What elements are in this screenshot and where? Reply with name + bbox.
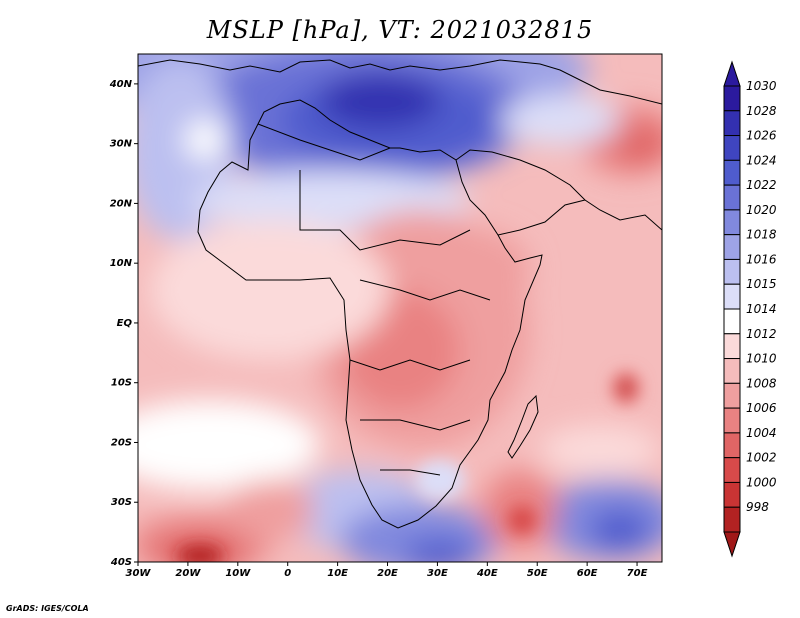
colorbar-bottom-arrow	[723, 531, 741, 558]
colorbar-label: 1014	[746, 302, 777, 316]
colorbar-label: 1016	[746, 252, 777, 266]
lat-tick-label: 20S	[111, 437, 132, 448]
colorbar-swatch	[723, 135, 741, 161]
colorbar-label: 1012	[746, 327, 777, 341]
colorbar-label: 1018	[746, 228, 777, 242]
colorbar-label: 1024	[746, 153, 777, 167]
lat-tick-label: EQ	[117, 318, 133, 329]
colorbar-swatch	[723, 358, 741, 384]
colorbar-swatch	[723, 407, 741, 434]
colorbar-top-arrow	[723, 60, 741, 87]
lon-tick-label: 40E	[476, 568, 498, 579]
lon-tick-label: 70E	[627, 568, 648, 579]
lon-tick-label: 20W	[175, 568, 201, 579]
colorbar-label: 1020	[746, 203, 777, 217]
colorbar-label: 1028	[746, 104, 777, 118]
colorbar-swatch	[723, 481, 741, 508]
colorbar-swatch	[723, 308, 741, 335]
lon-tick-label: 20E	[377, 568, 398, 579]
lat-tick-label: 30S	[111, 497, 132, 508]
colorbar-swatch	[723, 184, 741, 211]
colorbar-label: 998	[746, 500, 769, 514]
colorbar-swatch	[723, 457, 741, 483]
colorbar-swatch	[723, 432, 741, 459]
credit-text: GrADS: IGES/COLA	[6, 604, 89, 613]
colorbar-label: 1006	[746, 401, 777, 415]
lon-tick-label: 30E	[427, 568, 448, 579]
colorbar-swatch	[723, 234, 741, 260]
lat-tick-label: 10S	[111, 378, 132, 389]
colorbar-label: 1000	[746, 475, 777, 489]
colorbar-swatch	[723, 258, 741, 285]
colorbar: 1030 1028 1026 1024 1022 1020 1018 1016 1015 1014…	[723, 60, 777, 558]
lat-tick-label: 10N	[110, 258, 133, 269]
colorbar-label: 1015	[746, 277, 777, 291]
lon-tick-label: 10E	[327, 568, 348, 579]
colorbar-label: 1030	[746, 79, 777, 93]
colorbar-label: 1026	[746, 129, 777, 143]
colorbar-swatch	[723, 209, 741, 236]
colorbar-swatch	[723, 110, 741, 137]
lon-tick-label: 10W	[225, 568, 251, 579]
colorbar-swatch	[723, 506, 741, 533]
lon-tick-label: 50E	[527, 568, 548, 579]
lon-tick-label: 60E	[577, 568, 598, 579]
map-frame	[137, 53, 663, 563]
colorbar-swatch	[723, 85, 741, 112]
colorbar-label: 1004	[746, 426, 777, 440]
colorbar-label: 1002	[746, 451, 777, 465]
colorbar-swatch	[723, 159, 741, 186]
longitude-axis: 30W 20W 10W 0 10E 20E 30E 40E 50E 60E 70E	[126, 562, 648, 579]
lat-tick-label: 30N	[110, 139, 133, 150]
colorbar-swatch	[723, 382, 741, 409]
lon-tick-label: 30W	[126, 568, 152, 579]
colorbar-label: 1022	[746, 178, 777, 192]
lat-tick-label: 40N	[109, 79, 133, 90]
latitude-axis: 40N 30N 20N 10N EQ 10S 20S 30S 40S	[109, 79, 138, 568]
colorbar-label: 1008	[746, 376, 777, 390]
lat-tick-label: 20N	[110, 198, 133, 209]
lon-tick-label: 0	[284, 568, 291, 579]
coastlines	[138, 59, 662, 529]
colorbar-swatch	[723, 283, 741, 310]
colorbar-label: 1010	[746, 352, 777, 366]
page-title: MSLP [hPa], VT: 2021032815	[206, 16, 594, 44]
colorbar-swatch	[723, 333, 741, 360]
lat-tick-label: 40S	[110, 557, 132, 568]
pressure-field	[138, 54, 662, 562]
